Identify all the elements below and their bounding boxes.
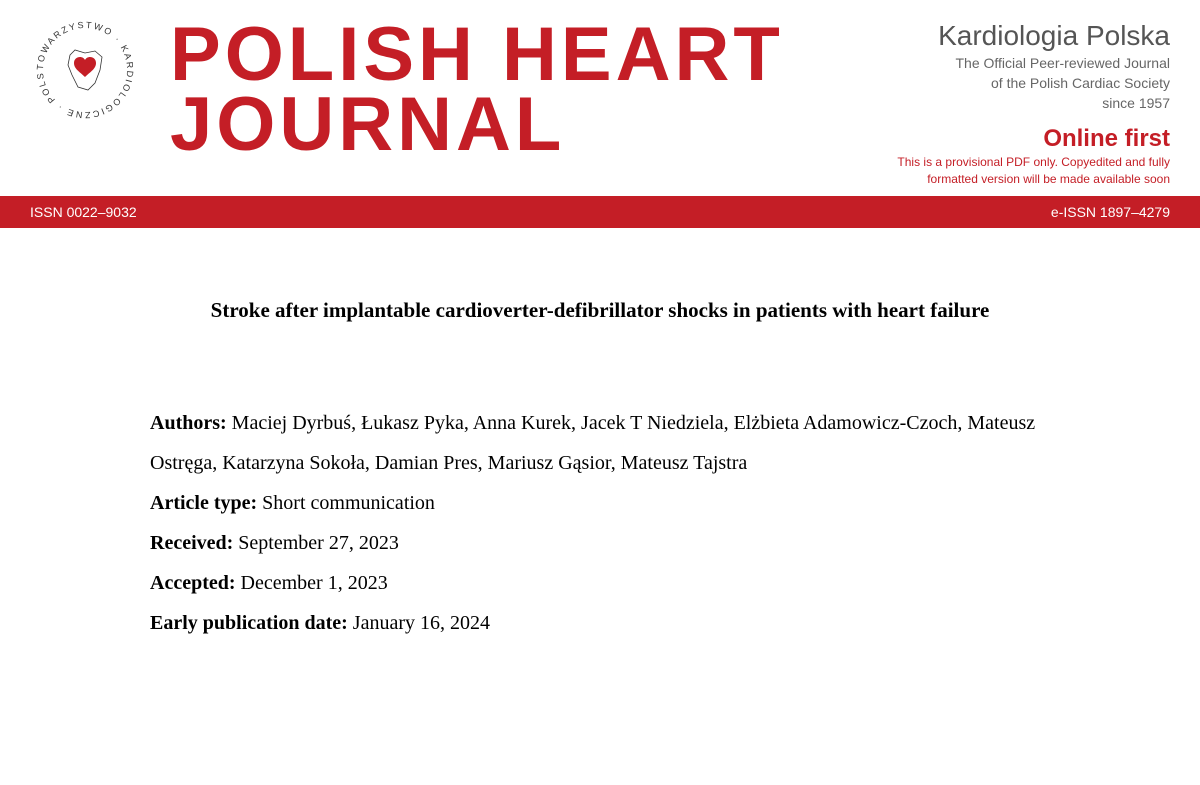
article-type-label: Article type: — [150, 492, 257, 514]
heart-map-icon — [60, 45, 110, 95]
journal-polish-name: Kardiologia Polska — [897, 20, 1170, 52]
e-issn-label: e-ISSN 1897–4279 — [1051, 204, 1170, 220]
authors-label: Authors: — [150, 412, 227, 434]
accepted-label: Accepted: — [150, 572, 236, 594]
journal-title: POLISH HEART JOURNAL — [170, 20, 784, 160]
online-first-label: Online first — [897, 125, 1170, 153]
received-value: September 27, 2023 — [233, 532, 399, 554]
journal-subtitle-line2: of the Polish Cardiac Society — [897, 74, 1170, 92]
accepted-value: December 1, 2023 — [236, 572, 388, 594]
authors-list: Maciej Dyrbuś, Łukasz Pyka, Anna Kurek, … — [150, 412, 1035, 474]
pub-date-row: Early publication date: January 16, 2024 — [150, 603, 1050, 643]
received-row: Received: September 27, 2023 — [150, 523, 1050, 563]
journal-title-line2: JOURNAL — [170, 90, 784, 160]
accepted-row: Accepted: December 1, 2023 — [150, 563, 1050, 603]
journal-subtitle-line3: since 1957 — [897, 94, 1170, 112]
issn-label: ISSN 0022–9032 — [30, 204, 137, 220]
article-type-value: Short communication — [257, 492, 435, 514]
pub-date-value: January 16, 2024 — [348, 612, 490, 634]
pub-date-label: Early publication date: — [150, 612, 348, 634]
journal-right-info: Kardiologia Polska The Official Peer-rev… — [897, 15, 1170, 188]
article-metadata: Authors: Maciej Dyrbuś, Łukasz Pyka, Ann… — [150, 403, 1050, 643]
received-label: Received: — [150, 532, 233, 554]
provisional-note-line2: formatted version will be made available… — [897, 172, 1170, 188]
header-top-row: TOWARZYSTWO · KARDIOLOGICZNE · POLSKIE ·… — [30, 15, 1170, 188]
journal-logo: TOWARZYSTWO · KARDIOLOGICZNE · POLSKIE · — [30, 15, 140, 125]
issn-bar: ISSN 0022–9032 e-ISSN 1897–4279 — [0, 196, 1200, 228]
article-type-row: Article type: Short communication — [150, 483, 1050, 523]
article-content: Stroke after implantable cardioverter-de… — [0, 228, 1200, 643]
provisional-note-line1: This is a provisional PDF only. Copyedit… — [897, 155, 1170, 171]
journal-subtitle-line1: The Official Peer-reviewed Journal — [897, 54, 1170, 72]
article-title: Stroke after implantable cardioverter-de… — [150, 298, 1050, 323]
authors-row: Authors: Maciej Dyrbuś, Łukasz Pyka, Ann… — [150, 403, 1050, 483]
journal-title-line1: POLISH HEART — [170, 20, 784, 90]
journal-header: TOWARZYSTWO · KARDIOLOGICZNE · POLSKIE ·… — [0, 0, 1200, 188]
